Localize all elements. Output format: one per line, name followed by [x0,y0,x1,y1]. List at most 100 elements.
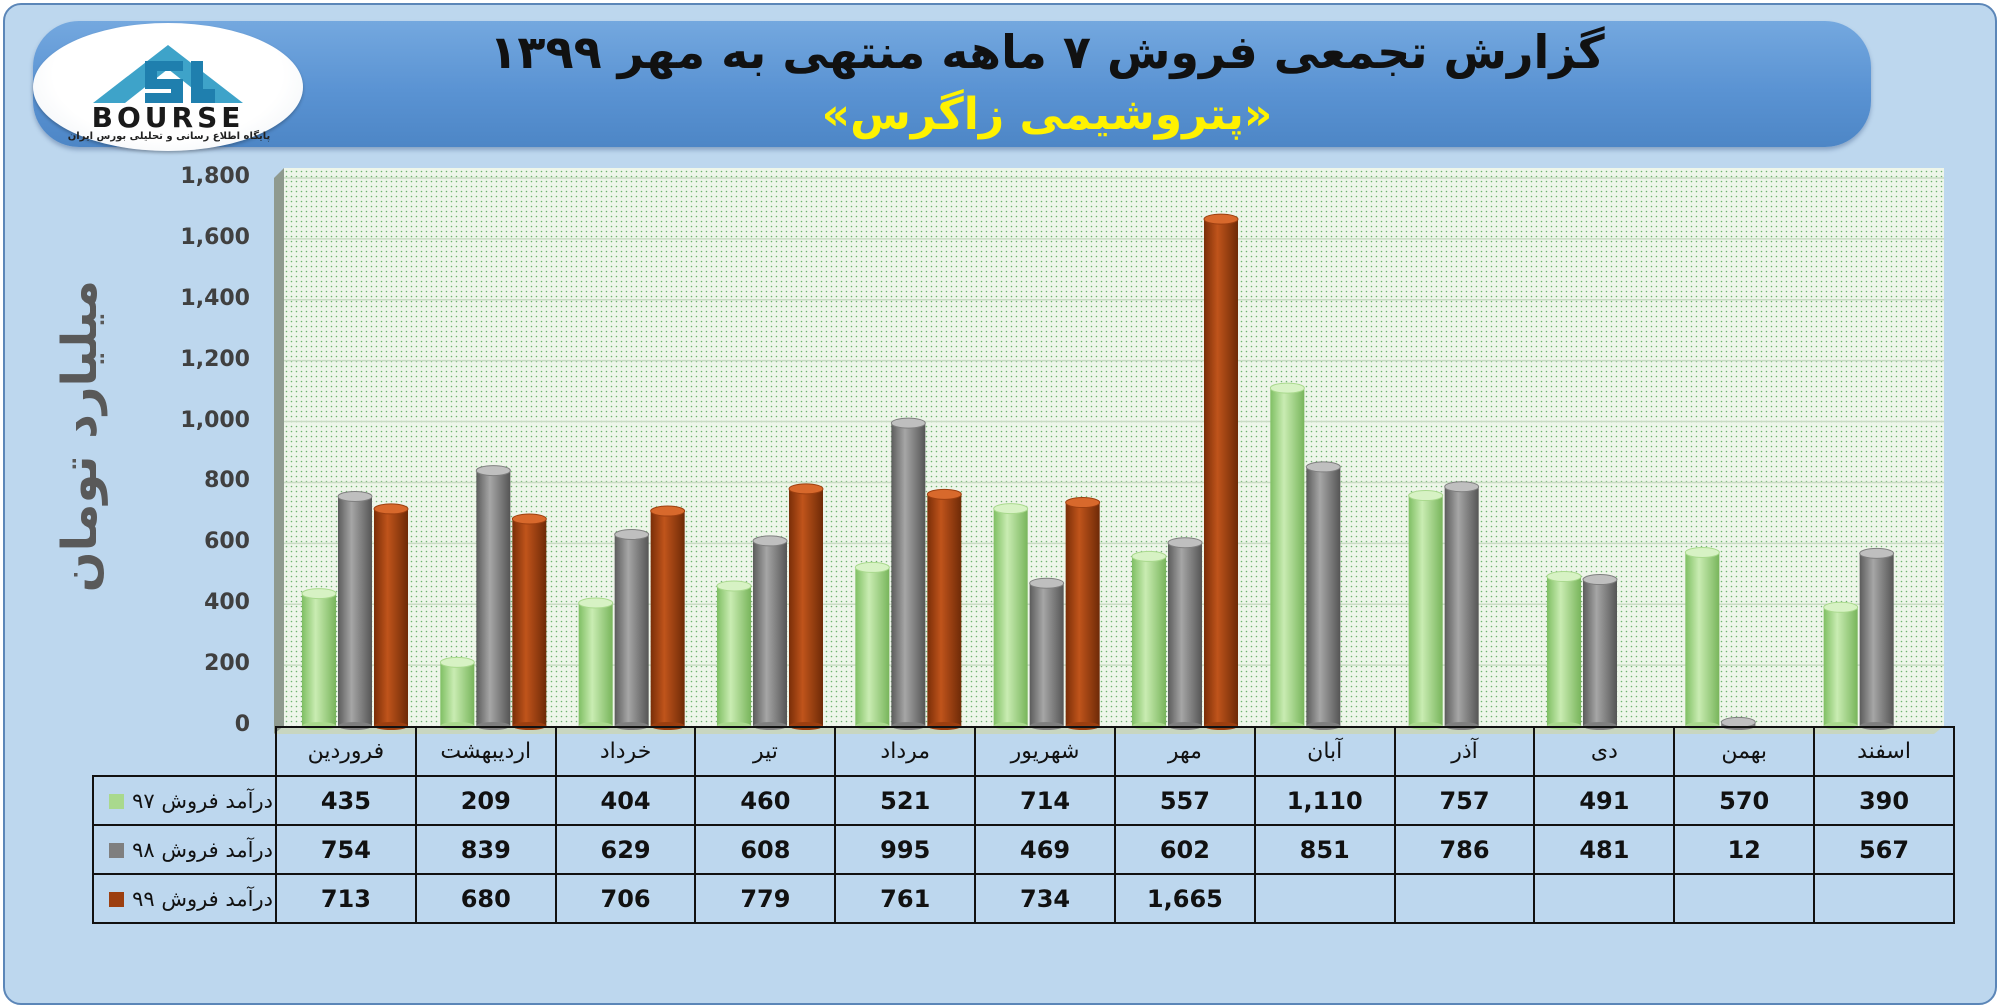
bourse-logo: BOURSE پایگاه اطلاع رسانی و تحلیلی بورس … [33,23,303,151]
bar-97-5 [993,503,1029,730]
data-label: 995 [834,824,977,875]
data-label [1253,873,1396,924]
bar-98-8 [1444,481,1480,730]
bar-97-9 [1546,571,1582,730]
data-label: 209 [414,775,557,826]
category-label: فروردین [275,726,417,777]
bar-98-9 [1582,574,1618,730]
data-label: 521 [834,775,977,826]
category-label: بهمن [1673,726,1816,777]
bar-97-8 [1408,490,1444,730]
category-label: اردیبهشت [414,726,557,777]
bar-99-4 [926,488,962,730]
category-label: تیر [694,726,837,777]
data-label: 12 [1673,824,1816,875]
legend-entry: درآمد فروش ۹۹ [92,873,277,924]
data-label: 481 [1533,824,1676,875]
bar-99-3 [788,483,824,730]
y-tick-label: 0 [234,712,250,737]
bar-99-2 [650,505,686,730]
category-label: آذر [1393,726,1536,777]
category-label: دی [1533,726,1676,777]
bar-98-6 [1167,537,1203,730]
y-tick-label: 1,400 [180,285,250,311]
y-tick-label: 1,600 [180,224,250,250]
series-name: درآمد فروش ۹۸ [132,837,273,862]
legend-swatch [109,794,125,809]
table-header-row: فروردین اردیبهشت خرداد تیر مرداد شهریور مهر آبا… [93,726,1955,777]
data-label: 757 [1393,775,1536,826]
data-label: 754 [275,824,417,875]
gridlines [284,177,1944,666]
table-corner [93,727,276,776]
data-label: 608 [694,824,837,875]
data-label: 602 [1113,824,1256,875]
y-axis-label: میلیارد تومان [52,280,108,593]
bar-97-3 [716,580,752,730]
data-label: 404 [554,775,697,826]
data-label [1813,873,1955,924]
data-label: 706 [554,873,697,924]
data-label: 779 [694,873,837,924]
bar-99-0 [373,503,409,730]
data-label: 680 [414,873,557,924]
series-name: درآمد فروش ۹۷ [132,788,273,813]
data-label: 557 [1113,775,1256,826]
data-label: 839 [414,824,557,875]
data-label: 570 [1673,775,1816,826]
data-label: 761 [834,873,977,924]
logo-mark-icon [93,45,243,103]
data-label [1673,873,1816,924]
data-label [1533,873,1676,924]
table-row: درآمد فروش ۹۹ 713 680 706 779 761 734 1,665 [92,873,1955,924]
table-row: درآمد فروش ۹۷ 435 209 404 460 521 714 557 1,110 7… [92,775,1955,826]
bar-97-10 [1684,546,1720,730]
legend-swatch [109,892,125,907]
data-label: 460 [694,775,837,826]
series-name: درآمد فروش ۹۹ [132,886,273,911]
data-label: 491 [1533,775,1676,826]
data-label: 435 [275,775,417,826]
data-label: 390 [1813,775,1955,826]
legend-entry: درآمد فروش ۹۸ [92,824,277,875]
data-label: 713 [275,873,417,924]
bar-98-3 [752,535,788,730]
bar-97-11 [1823,601,1859,730]
legend-entry: درآمد فروش ۹۷ [92,775,277,826]
data-label: 851 [1253,824,1396,875]
data-label [1393,873,1536,924]
bar-98-2 [614,529,650,730]
bar-97-2 [578,597,614,730]
y-tick-label: 400 [204,590,250,616]
category-label: خرداد [554,726,697,777]
data-label: 567 [1813,824,1955,875]
title-banner: گزارش تجمعی فروش ۷ ماهه منتهی به مهر ۱۳۹… [33,21,1871,147]
data-table: فروردین اردیبهشت خرداد تیر مرداد شهریور مهر آبا… [92,726,1955,924]
bar-99-5 [1065,497,1101,730]
data-label: 734 [974,873,1116,924]
bar-97-4 [854,561,890,730]
logo-wordmark: BOURSE [91,101,245,134]
y-tick-label: 1,000 [180,407,250,433]
bar-98-0 [337,490,373,730]
report-title: گزارش تجمعی فروش ۷ ماهه منتهی به مهر ۱۳۹… [489,25,1605,79]
bar-98-5 [1029,577,1065,730]
y-tick-label: 1,800 [180,164,250,189]
category-label: مرداد [834,726,977,777]
table-row: درآمد فروش ۹۸ 754 839 629 608 995 469 602 851 786… [92,824,1955,875]
data-label: 1,110 [1253,775,1396,826]
category-label: شهریور [974,726,1116,777]
category-label: آبان [1253,726,1396,777]
data-label: 629 [554,824,697,875]
company-subtitle: «پتروشیمی زاگرس» [821,89,1273,140]
data-label: 1,665 [1113,873,1256,924]
bar-97-6 [1131,550,1167,730]
data-label: 786 [1393,824,1536,875]
bar-98-1 [475,465,511,730]
y-tick-label: 1,200 [180,346,250,372]
category-label: اسفند [1813,726,1955,777]
bar-97-7 [1269,382,1305,730]
legend-swatch [109,843,125,858]
bar-98-4 [890,417,926,730]
y-tick-label: 200 [204,651,250,677]
